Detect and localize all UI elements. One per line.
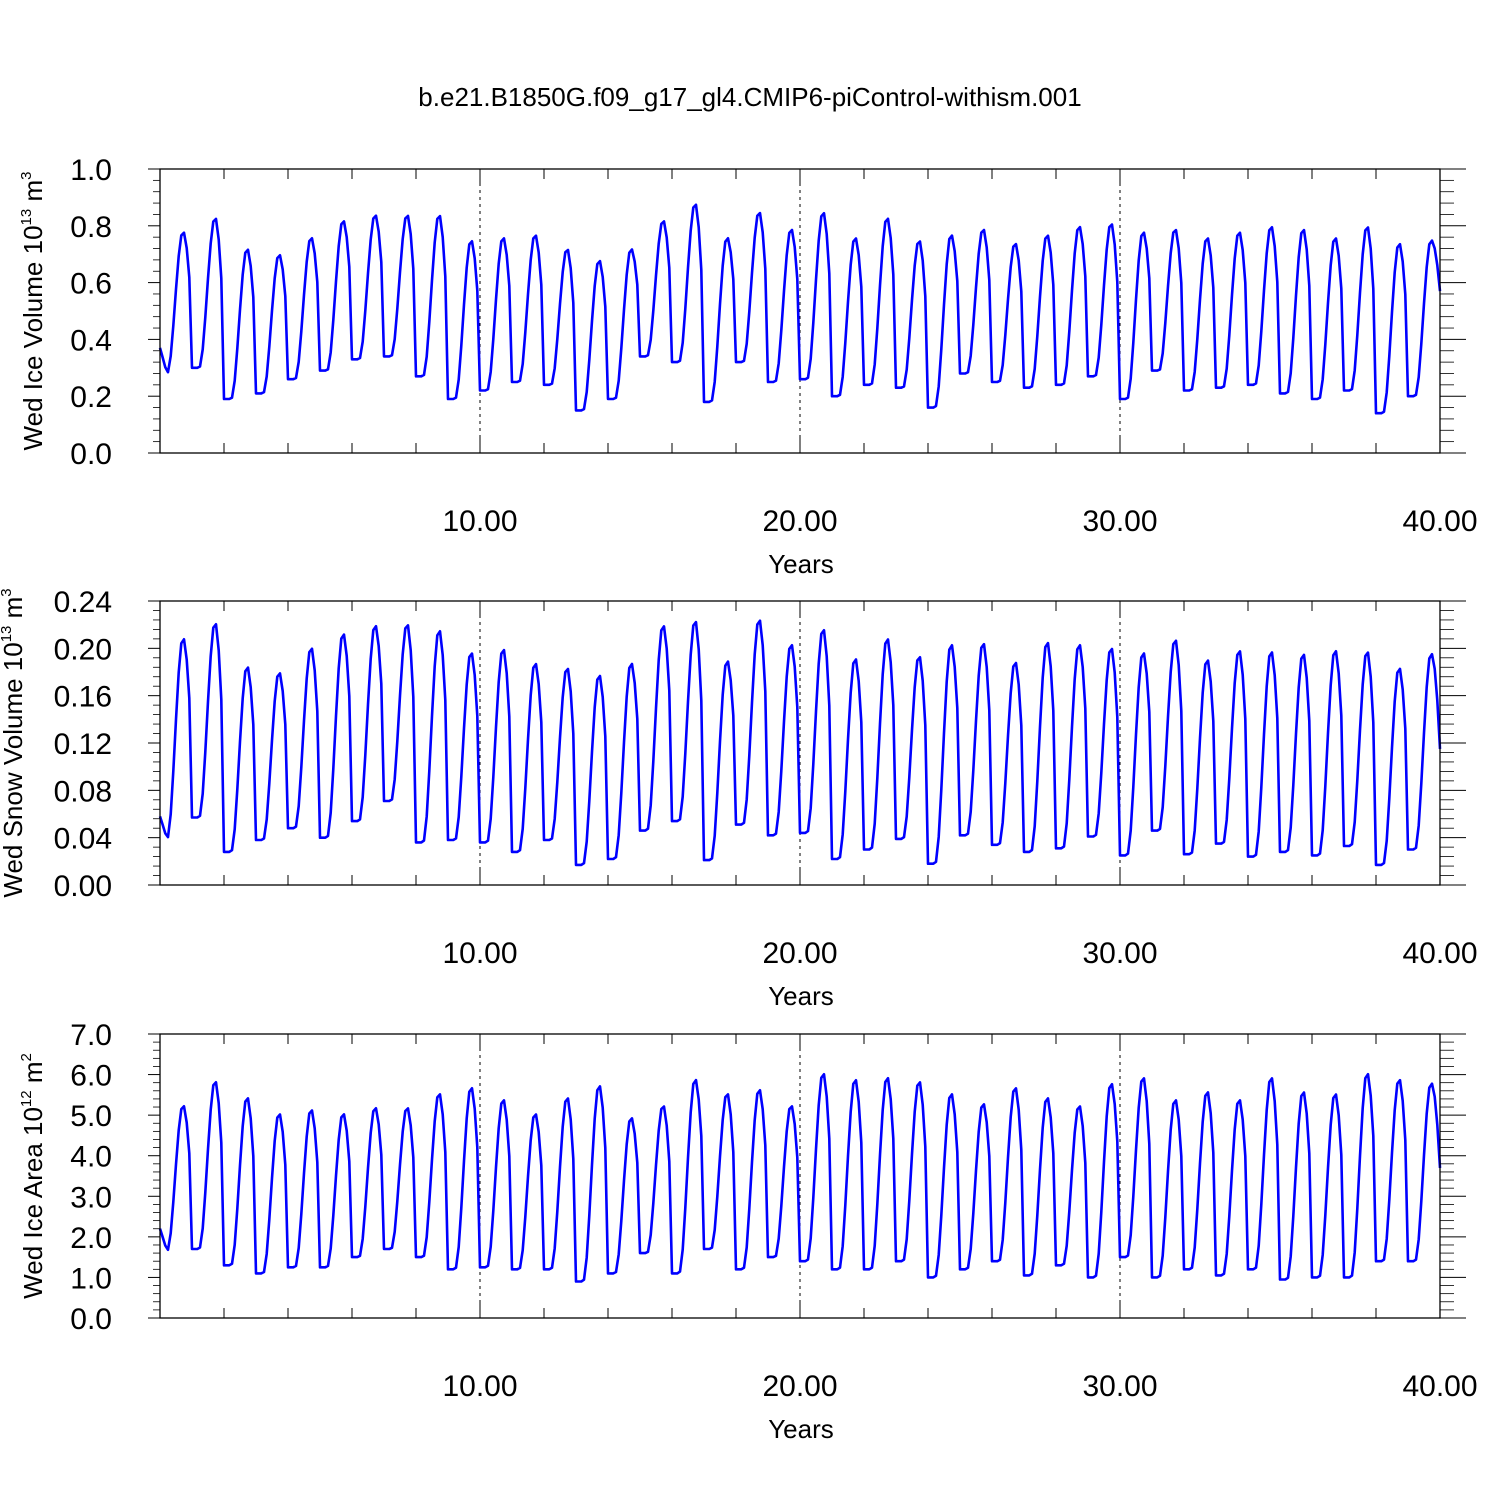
- y-tick-label: 0.00: [54, 870, 112, 903]
- y-tick-label: 2.0: [70, 1222, 112, 1255]
- chart-panel-snow-volume: 0.00 0.04 0.08 0.12 0.16 0.20 0.24 10.00 20.00 30…: [0, 586, 1478, 1011]
- x-tick-label: 40.00: [1402, 505, 1477, 538]
- y-axis-label-text: m: [0, 597, 28, 626]
- x-axis-label: Years: [768, 1414, 834, 1444]
- y-axis-label-superscript: 13: [18, 209, 35, 226]
- y-tick-label: 0.8: [70, 211, 112, 244]
- y-tick-label: 5.0: [70, 1100, 112, 1133]
- series-line-snow-volume: [158, 619, 1442, 867]
- x-axis-label: Years: [768, 549, 834, 579]
- series-line-ice-volume: [158, 203, 1442, 415]
- y-tick-label: 7.0: [70, 1019, 112, 1052]
- x-tick-label: 20.00: [762, 1370, 837, 1403]
- x-tick-label: 30.00: [1082, 505, 1157, 538]
- y-tick-label: 0.4: [70, 324, 112, 357]
- y-axis-label-superscript: 2: [18, 1053, 35, 1061]
- x-tick-label: 10.00: [442, 505, 517, 538]
- y-tick-label: 0.0: [70, 438, 112, 471]
- y-tick-label: 0.12: [54, 728, 112, 761]
- y-tick-label: 0.24: [54, 586, 112, 619]
- y-tick-label: 0.08: [54, 775, 112, 808]
- x-tick-label: 30.00: [1082, 1370, 1157, 1403]
- y-axis-label-text: Wed Ice Area 10: [18, 1107, 48, 1299]
- x-tick-label: 40.00: [1402, 937, 1477, 970]
- y-axis-label-text: m: [18, 1062, 48, 1091]
- y-tick-label: 6.0: [70, 1060, 112, 1093]
- y-axis-label-text: Wed Snow Volume 10: [0, 642, 28, 897]
- y-tick-label: 0.20: [54, 633, 112, 666]
- x-axis-label: Years: [768, 981, 834, 1011]
- y-tick-label: 4.0: [70, 1141, 112, 1174]
- y-axis-label-superscript: 3: [0, 588, 15, 596]
- y-tick-label: 1.0: [70, 1262, 112, 1295]
- y-tick-label: 3.0: [70, 1181, 112, 1214]
- y-axis-label-superscript: 12: [18, 1090, 35, 1107]
- x-tick-label: 20.00: [762, 505, 837, 538]
- y-tick-label: 0.0: [70, 1303, 112, 1336]
- y-tick-label: 0.6: [70, 268, 112, 301]
- y-tick-label: 0.04: [54, 823, 112, 856]
- x-tick-label: 40.00: [1402, 1370, 1477, 1403]
- y-axis-label: Wed Snow Volume 1013 m3: [0, 588, 28, 897]
- series-line-ice-area: [158, 1072, 1442, 1283]
- x-tick-label: 20.00: [762, 937, 837, 970]
- y-tick-label: 0.2: [70, 381, 112, 414]
- y-axis-label-superscript: 13: [0, 626, 15, 643]
- y-axis-label: Wed Ice Volume 1013 m3: [18, 172, 48, 451]
- y-axis-label-superscript: 3: [18, 172, 35, 180]
- y-tick-label: 0.16: [54, 681, 112, 714]
- y-axis-label: Wed Ice Area 1012 m2: [18, 1053, 48, 1299]
- y-axis-label-text: m: [18, 180, 48, 209]
- chart-panel-ice-volume: 0.0 0.2 0.4 0.6 0.8 1.0 10.00 20.00 30.00 40.00 Ye…: [18, 154, 1478, 579]
- figure-title: b.e21.B1850G.f09_g17_gl4.CMIP6-piControl…: [418, 82, 1081, 112]
- y-axis-label-text: Wed Ice Volume 10: [18, 225, 48, 450]
- y-tick-label: 1.0: [70, 154, 112, 187]
- x-tick-label: 10.00: [442, 1370, 517, 1403]
- x-tick-label: 10.00: [442, 937, 517, 970]
- x-tick-label: 30.00: [1082, 937, 1157, 970]
- chart-panel-ice-area: 0.0 1.0 2.0 3.0 4.0 5.0 6.0 7.0 10.00 20.00 30.00 4…: [18, 1019, 1478, 1444]
